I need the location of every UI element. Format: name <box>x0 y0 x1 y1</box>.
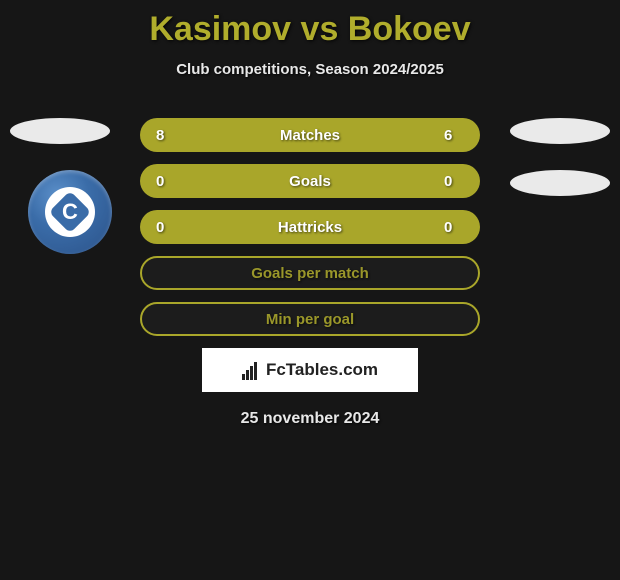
player-right-avatar-placeholder-1 <box>510 118 610 144</box>
stat-row-matches: 8 Matches 6 <box>140 118 480 152</box>
page-title: Kasimov vs Bokoev <box>0 0 620 49</box>
brand-badge: FcTables.com <box>202 348 418 392</box>
stat-label: Matches <box>280 127 340 144</box>
player-right-avatar-placeholder-2 <box>510 170 610 196</box>
team-badge: C <box>28 170 112 254</box>
stat-left-value: 0 <box>156 219 176 236</box>
stat-label: Hattricks <box>278 219 342 236</box>
team-badge-letter: C <box>62 199 78 225</box>
stat-left-value: 0 <box>156 173 176 190</box>
stat-row-min-per-goal: Min per goal <box>140 302 480 336</box>
player-left-avatar-placeholder <box>10 118 110 144</box>
subtitle: Club competitions, Season 2024/2025 <box>0 61 620 78</box>
stat-row-hattricks: 0 Hattricks 0 <box>140 210 480 244</box>
stat-label: Goals per match <box>251 265 369 282</box>
stat-label: Goals <box>289 173 331 190</box>
stat-right-value: 6 <box>444 127 464 144</box>
stat-right-value: 0 <box>444 219 464 236</box>
date-label: 25 november 2024 <box>0 410 620 428</box>
stats-container: 8 Matches 6 0 Goals 0 0 Hattricks 0 Goal… <box>140 118 480 336</box>
comparison-area: C 8 Matches 6 0 Goals 0 0 Hattricks 0 Go… <box>0 118 620 428</box>
stat-left-value: 8 <box>156 127 176 144</box>
team-badge-inner: C <box>45 187 95 237</box>
stat-row-goals: 0 Goals 0 <box>140 164 480 198</box>
brand-text: FcTables.com <box>266 360 378 380</box>
stat-right-value: 0 <box>444 173 464 190</box>
stat-row-goals-per-match: Goals per match <box>140 256 480 290</box>
stat-label: Min per goal <box>266 311 354 328</box>
chart-icon <box>242 360 262 380</box>
